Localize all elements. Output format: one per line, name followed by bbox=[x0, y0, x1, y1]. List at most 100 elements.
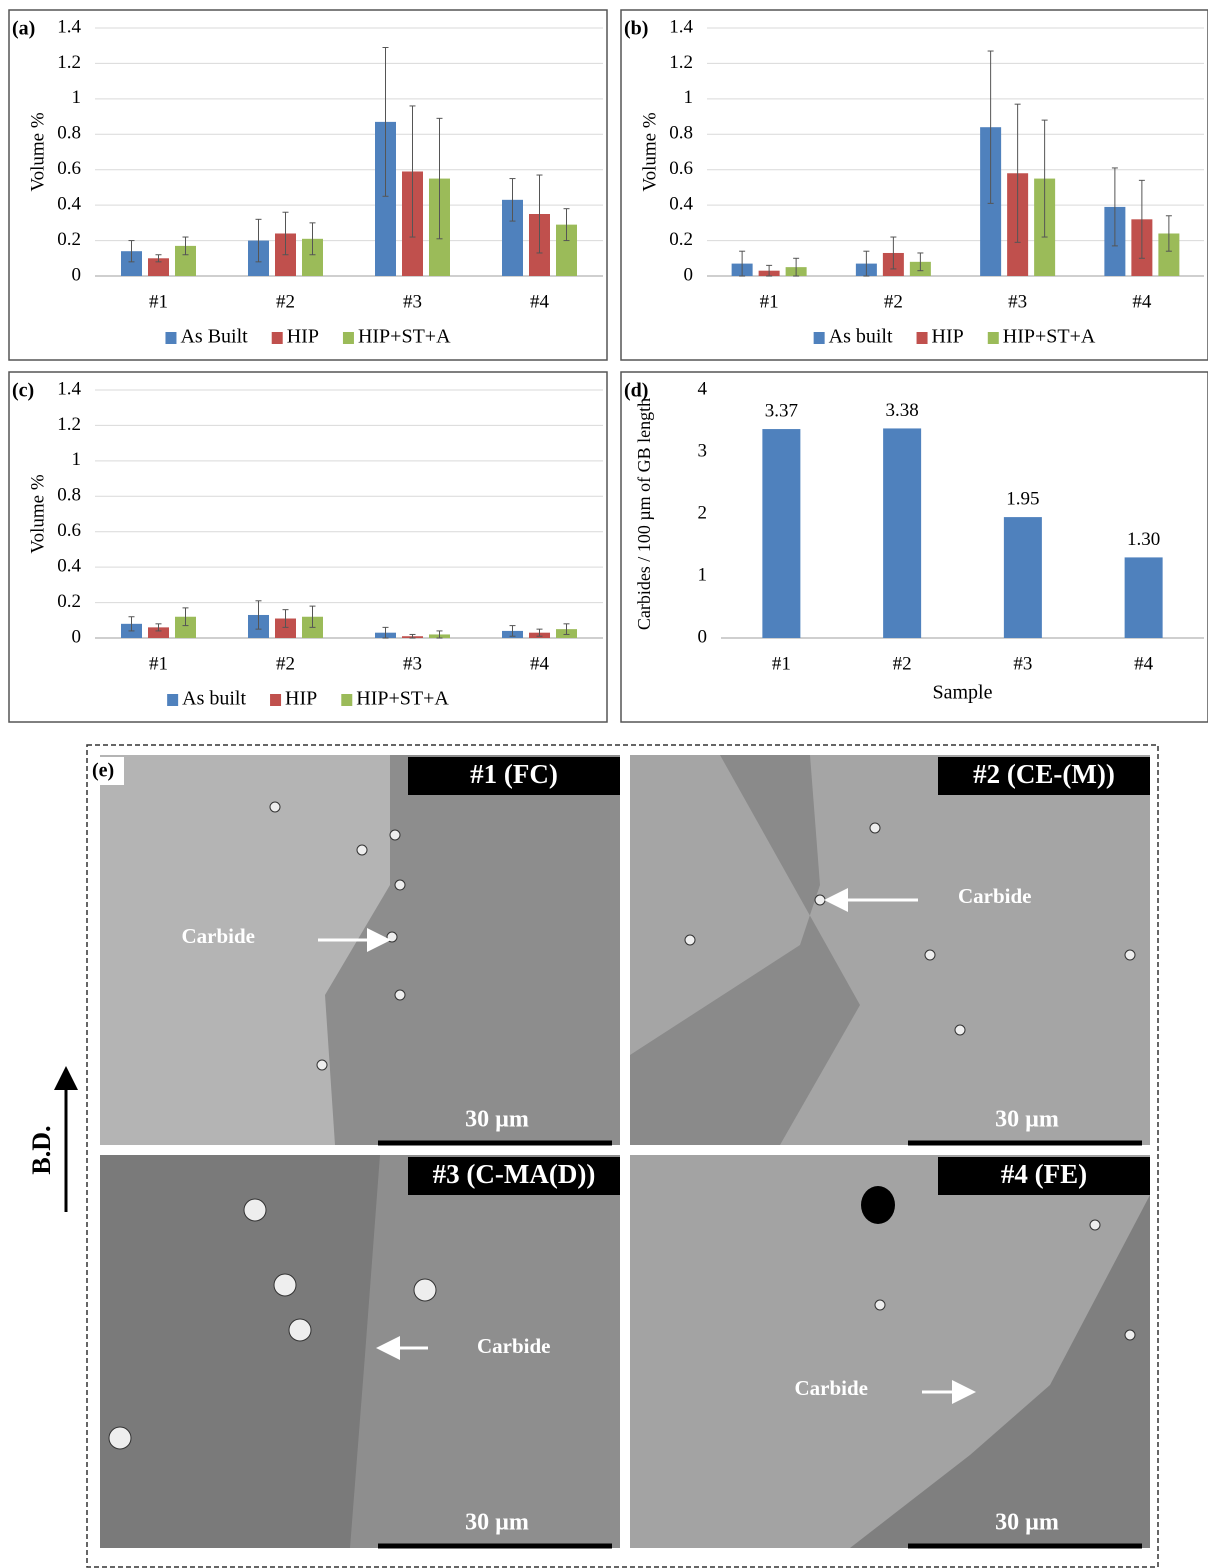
y-tick-label: 0.2 bbox=[57, 591, 81, 612]
error-bar bbox=[182, 607, 189, 627]
legend-label: HIP bbox=[287, 326, 319, 348]
error-bar bbox=[409, 633, 416, 639]
x-tick-label: #3 bbox=[1013, 653, 1032, 674]
error-bar bbox=[255, 600, 262, 630]
y-tick-label: 1 bbox=[72, 87, 82, 108]
panel-frame bbox=[86, 744, 1159, 1568]
micrograph: #2 (CE-(M)) Carbide 30 µm bbox=[630, 755, 1150, 1146]
carbide-particle bbox=[1089, 1219, 1101, 1231]
scale-label: 30 µm bbox=[465, 1107, 529, 1133]
error-bar bbox=[309, 222, 316, 256]
error-bar bbox=[793, 257, 800, 277]
micrograph-title-box bbox=[408, 757, 620, 795]
y-tick-label: 1.4 bbox=[57, 16, 81, 37]
carbide-particle bbox=[874, 1299, 886, 1311]
error-bar bbox=[1041, 119, 1048, 238]
x-tick-label: #2 bbox=[893, 653, 912, 674]
carbide-particle bbox=[243, 1198, 267, 1222]
bar bbox=[148, 258, 169, 276]
error-bar bbox=[563, 208, 570, 242]
scale-label: 30 µm bbox=[995, 1510, 1059, 1536]
carbide-particle bbox=[386, 931, 398, 943]
build-direction: B.D. bbox=[27, 1125, 56, 1174]
micrograph-title-box bbox=[938, 757, 1150, 795]
legend-label: As Built bbox=[180, 326, 248, 348]
error-bar bbox=[182, 236, 189, 256]
carbide-particle bbox=[814, 894, 826, 906]
legend-label: HIP+ST+A bbox=[356, 688, 449, 710]
x-tick-label: #2 bbox=[276, 291, 295, 312]
panel-frame bbox=[8, 371, 608, 723]
error-bar bbox=[509, 178, 516, 222]
value-label: 3.38 bbox=[886, 400, 919, 421]
legend-swatch bbox=[165, 332, 177, 344]
error-bar bbox=[536, 628, 543, 637]
x-tick-label: #1 bbox=[149, 291, 168, 312]
grain-region bbox=[100, 1155, 380, 1548]
x-tick-label: #1 bbox=[772, 653, 791, 674]
micrograph-title-box bbox=[938, 1157, 1150, 1195]
y-tick-label: 0.4 bbox=[57, 556, 81, 577]
annotation: Carbide bbox=[182, 924, 256, 948]
error-bar bbox=[739, 250, 746, 277]
value-label: 1.30 bbox=[1127, 529, 1160, 550]
value-label: 1.95 bbox=[1006, 488, 1039, 509]
error-bar bbox=[409, 105, 416, 238]
legend-swatch bbox=[342, 332, 354, 344]
error-bar bbox=[1014, 103, 1021, 243]
y-tick-label: 4 bbox=[698, 378, 708, 399]
carbide-particle bbox=[394, 989, 406, 1001]
bar bbox=[1003, 517, 1042, 638]
error-bar bbox=[282, 211, 289, 256]
bar bbox=[121, 251, 142, 276]
error-bar bbox=[1111, 167, 1118, 247]
grain-region bbox=[850, 1195, 1150, 1548]
x-tick-label: #2 bbox=[276, 653, 295, 674]
bar bbox=[302, 238, 323, 276]
error-bar bbox=[1138, 179, 1145, 259]
x-tick-label: #1 bbox=[760, 291, 779, 312]
panel-frame bbox=[8, 9, 608, 361]
panel-label: (a) bbox=[12, 18, 35, 40]
scale-label: 30 µm bbox=[995, 1107, 1059, 1133]
error-bar bbox=[309, 605, 316, 628]
y-tick-label: 1 bbox=[684, 87, 694, 108]
bar bbox=[762, 429, 801, 638]
carbide-particle bbox=[288, 1318, 312, 1342]
x-tick-label: #3 bbox=[403, 653, 422, 674]
panel-frame bbox=[620, 371, 1208, 723]
y-tick-label: 1 bbox=[698, 564, 708, 585]
y-axis-title: Volume % bbox=[27, 112, 48, 192]
bar bbox=[556, 224, 577, 276]
carbide-particle bbox=[954, 1024, 966, 1036]
x-tick-label: #4 bbox=[530, 653, 550, 674]
micrograph: #3 (C-MA(D)) Carbide 30 µm bbox=[100, 1155, 620, 1549]
carbide-particle bbox=[273, 1273, 297, 1297]
annotation: Carbide bbox=[958, 884, 1032, 908]
carbide-particle bbox=[389, 829, 401, 841]
x-tick-label: #4 bbox=[1134, 653, 1154, 674]
y-tick-label: 0.4 bbox=[669, 194, 693, 215]
y-axis-title: Carbides / 100 µm of GB length bbox=[634, 398, 654, 630]
error-bar bbox=[987, 50, 994, 204]
error-bar bbox=[382, 626, 389, 639]
pore bbox=[861, 1186, 895, 1224]
y-tick-label: 0 bbox=[72, 264, 82, 285]
y-tick-label: 0.6 bbox=[57, 520, 81, 541]
x-tick-label: #3 bbox=[403, 291, 422, 312]
panel-label: (d) bbox=[624, 380, 648, 402]
error-bar bbox=[917, 252, 924, 272]
micrograph: #1 (FC) Carbide 30 µm bbox=[100, 755, 620, 1146]
carbide-particle bbox=[413, 1278, 437, 1302]
error-bar bbox=[382, 46, 389, 197]
y-tick-label: 0.6 bbox=[669, 158, 693, 179]
legend-label: HIP+ST+A bbox=[1003, 326, 1096, 348]
panel-label: (e) bbox=[92, 760, 114, 782]
y-tick-label: 0.2 bbox=[57, 229, 81, 250]
x-tick-label: #4 bbox=[1132, 291, 1152, 312]
carbide-particle bbox=[1124, 949, 1136, 961]
legend: As built HIP HIP+ST+A bbox=[813, 326, 1096, 348]
legend: As built HIP HIP+ST+A bbox=[167, 688, 449, 710]
legend-label: As built bbox=[829, 326, 893, 348]
